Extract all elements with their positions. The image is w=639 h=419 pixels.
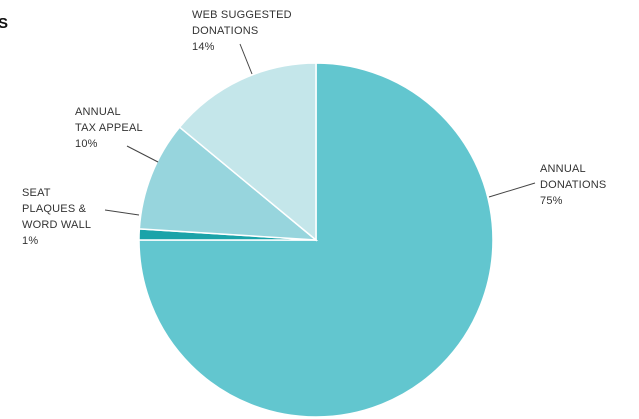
leader-line-annual-tax-appeal xyxy=(126,145,159,163)
pie-slice-web-suggested xyxy=(178,62,317,242)
slice-label-seat-plaques: SEAT PLAQUES & WORD WALL 1% xyxy=(22,187,91,247)
slice-label-web-suggested: WEB SUGGESTED DONATIONS 14% xyxy=(192,9,292,53)
leader-line-seat-plaques xyxy=(104,209,140,216)
pie-slice-annual-donations xyxy=(138,62,494,418)
pie-slice-annual-tax-appeal xyxy=(138,126,319,241)
slice-label-annual-donations: ANNUAL DONATIONS 75% xyxy=(540,163,606,207)
leader-line-web-suggested xyxy=(239,43,253,75)
leader-line-annual-donations xyxy=(488,182,536,198)
chart-title-fragment: S xyxy=(0,15,8,32)
pie-slices xyxy=(138,62,494,418)
pie-labels: ANNUAL DONATIONS 75% SEAT PLAQUES & WORD WALL… xyxy=(22,9,606,247)
slice-label-annual-tax-appeal: ANNUAL TAX APPEAL 10% xyxy=(75,106,143,150)
